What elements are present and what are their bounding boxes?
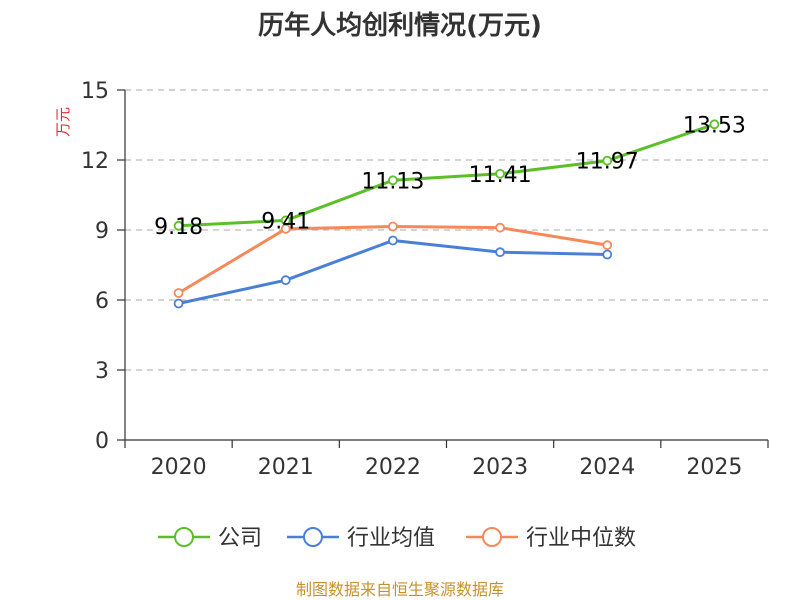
data-label: 9.41 <box>261 209 310 234</box>
data-point <box>602 240 613 251</box>
data-label: 11.13 <box>361 169 424 194</box>
legend-marker <box>174 527 194 547</box>
x-tick-label: 2022 <box>365 455 421 480</box>
series-group <box>173 119 720 309</box>
chart-title: 历年人均创利情况(万元) <box>258 10 542 41</box>
series-line-行业均值 <box>178 239 608 305</box>
legend-item-行业中位数[interactable]: 行业中位数 <box>466 526 636 551</box>
data-label: 11.41 <box>469 163 532 188</box>
source-note: 制图数据来自恒生聚源数据库 <box>296 580 504 599</box>
legend-label: 行业中位数 <box>526 526 636 551</box>
data-point <box>388 175 398 186</box>
legend-label: 行业均值 <box>347 526 435 551</box>
data-point <box>495 168 505 179</box>
data-point <box>388 221 398 232</box>
x-tick-label: 2025 <box>686 455 742 480</box>
legend[interactable]: 公司 行业均值 行业中位数 <box>158 526 636 551</box>
legend-label: 公司 <box>218 526 262 551</box>
axes: 0 3 6 9 12 15 2020 2021 2022 2023 2024 2025 <box>81 79 769 480</box>
legend-item-行业均值[interactable]: 行业均值 <box>287 526 435 551</box>
legend-marker <box>482 527 502 547</box>
y-tick-label: 6 <box>95 289 109 314</box>
data-label: 11.97 <box>576 150 639 175</box>
data-labels: 9.18 9.41 11.13 11.41 11.97 13.53 <box>154 113 746 240</box>
x-tick-label: 2020 <box>151 455 207 480</box>
y-tick-label: 9 <box>95 219 109 244</box>
data-point <box>495 222 505 233</box>
data-label: 9.18 <box>154 215 203 240</box>
data-point <box>280 275 291 286</box>
y-tick-label: 3 <box>95 359 109 384</box>
x-tick-label: 2024 <box>579 455 635 480</box>
data-point <box>280 215 291 226</box>
series-line-公司 <box>178 122 715 228</box>
data-point <box>602 155 613 166</box>
data-point <box>709 119 720 130</box>
gridlines <box>125 89 768 371</box>
x-tick-label: 2023 <box>472 455 528 480</box>
x-tick-label: 2021 <box>258 455 314 480</box>
y-tick-label: 0 <box>95 429 109 454</box>
data-point <box>173 288 184 298</box>
data-point <box>173 220 184 231</box>
data-point <box>388 235 398 246</box>
data-point <box>173 298 184 309</box>
data-label: 13.53 <box>683 113 746 138</box>
y-tick-label: 15 <box>81 79 109 104</box>
legend-marker <box>303 527 323 547</box>
legend-item-公司[interactable]: 公司 <box>158 526 262 551</box>
y-axis-label: 万元 <box>54 107 72 137</box>
data-point <box>495 247 505 258</box>
y-tick-label: 12 <box>81 149 109 174</box>
data-point <box>602 249 613 260</box>
